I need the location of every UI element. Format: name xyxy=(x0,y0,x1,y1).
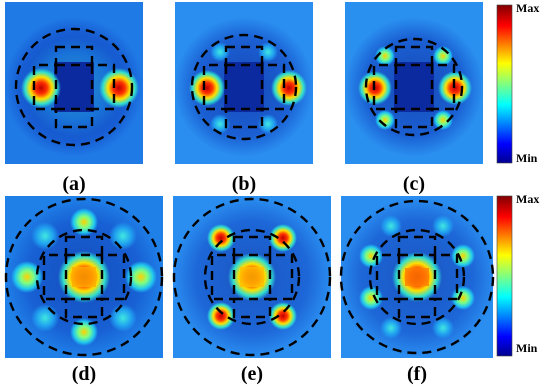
panel-e xyxy=(172,196,332,358)
field-shape xyxy=(224,62,264,112)
field-shape xyxy=(432,215,454,237)
dashed-outline xyxy=(4,197,164,357)
field-shape xyxy=(433,110,453,130)
field-shape xyxy=(21,68,61,108)
field-shape xyxy=(375,46,395,66)
field-shape xyxy=(72,267,96,287)
field-shape xyxy=(189,70,225,106)
field-shape xyxy=(31,304,59,332)
colorbar-max: Max xyxy=(516,1,539,15)
field-shape xyxy=(375,110,395,130)
field-shape xyxy=(405,268,429,286)
field-shape xyxy=(11,261,43,293)
colorbar-top: Max Min xyxy=(496,1,539,165)
colorbar-max: Max xyxy=(516,192,539,206)
dashed-outline xyxy=(35,228,133,326)
field-shape xyxy=(31,222,59,250)
field-shape xyxy=(207,302,235,330)
field-shape xyxy=(109,222,137,250)
panel-label: (c) xyxy=(403,173,425,195)
dashed-outline xyxy=(368,228,466,326)
panel-label: (d) xyxy=(72,363,96,385)
panel-label: (b) xyxy=(232,173,256,195)
field-shape xyxy=(496,4,513,164)
panel-label: (a) xyxy=(62,173,85,195)
dashed-outline xyxy=(339,199,495,355)
dashed-outline xyxy=(14,27,134,147)
field-shape xyxy=(271,70,307,106)
field-shape xyxy=(125,261,157,293)
field-shape xyxy=(70,318,98,346)
panel-b xyxy=(174,2,314,164)
colorbar-min: Min xyxy=(516,341,538,355)
field-shape xyxy=(394,62,434,112)
dashed-outline xyxy=(203,228,301,326)
field-shape xyxy=(269,302,297,330)
field-shape xyxy=(207,224,235,252)
field-shape xyxy=(269,224,297,252)
panel-c xyxy=(344,2,484,164)
field-shape xyxy=(359,244,383,268)
field-shape xyxy=(496,195,513,357)
field-shape xyxy=(99,68,139,108)
colorbar-bottom: Max Min xyxy=(496,192,539,357)
panel-a xyxy=(4,2,144,164)
field-shape xyxy=(432,317,454,339)
dashed-outline xyxy=(190,33,298,141)
colorbar-min: Min xyxy=(516,151,538,165)
field-shape xyxy=(109,304,137,332)
field-shape xyxy=(70,208,98,236)
panel-label: (e) xyxy=(241,363,263,385)
field-shape xyxy=(433,46,453,66)
field-shape xyxy=(380,317,402,339)
field-shape xyxy=(240,267,264,287)
panel-d xyxy=(4,196,164,358)
panel-f xyxy=(337,196,497,358)
dashed-outline xyxy=(172,197,332,357)
dashed-outline xyxy=(364,37,464,137)
panel-label: (f) xyxy=(407,363,427,385)
field-shape xyxy=(380,215,402,237)
